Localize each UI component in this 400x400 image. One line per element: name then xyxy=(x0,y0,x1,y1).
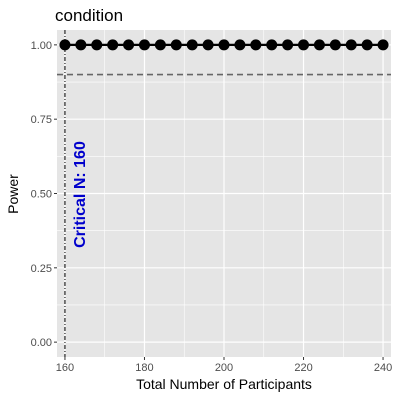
x-tick-label: 240 xyxy=(374,362,392,374)
x-tick-label: 220 xyxy=(294,362,312,374)
power-point xyxy=(313,39,325,51)
y-tick-label: 0.00 xyxy=(31,337,52,349)
reference-lines xyxy=(57,30,391,357)
power-point xyxy=(59,39,71,51)
power-point xyxy=(107,39,119,51)
chart-title: condition xyxy=(55,6,123,25)
x-tick-label: 180 xyxy=(135,362,153,374)
power-point xyxy=(345,39,357,51)
power-point xyxy=(138,39,150,51)
y-axis-title: Power xyxy=(5,174,21,214)
power-point xyxy=(186,39,198,51)
y-axis: 0.00 0.25 0.50 0.75 1.00 xyxy=(31,40,57,349)
power-point xyxy=(91,39,103,51)
power-point xyxy=(329,39,341,51)
y-tick-label: 1.00 xyxy=(31,40,52,52)
y-tick-label: 0.25 xyxy=(31,263,52,275)
x-axis: 160 180 200 220 240 xyxy=(56,357,392,374)
power-point xyxy=(377,39,389,51)
power-point xyxy=(75,39,87,51)
power-point xyxy=(266,39,278,51)
power-point xyxy=(298,39,310,51)
data-series xyxy=(59,39,389,51)
x-axis-title: Total Number of Participants xyxy=(136,376,312,392)
critical-n-label: Critical N: 160 xyxy=(72,141,89,248)
power-point xyxy=(361,39,373,51)
power-point xyxy=(154,39,166,51)
y-tick-label: 0.75 xyxy=(31,114,52,126)
power-point xyxy=(250,39,262,51)
power-point xyxy=(234,39,246,51)
annotations: Critical N: 160 xyxy=(72,141,89,248)
x-tick-label: 200 xyxy=(215,362,233,374)
power-point xyxy=(123,39,135,51)
y-tick-label: 0.50 xyxy=(31,189,52,201)
power-point xyxy=(218,39,230,51)
power-point xyxy=(170,39,182,51)
power-point xyxy=(282,39,294,51)
power-point xyxy=(202,39,214,51)
x-tick-label: 160 xyxy=(56,362,74,374)
